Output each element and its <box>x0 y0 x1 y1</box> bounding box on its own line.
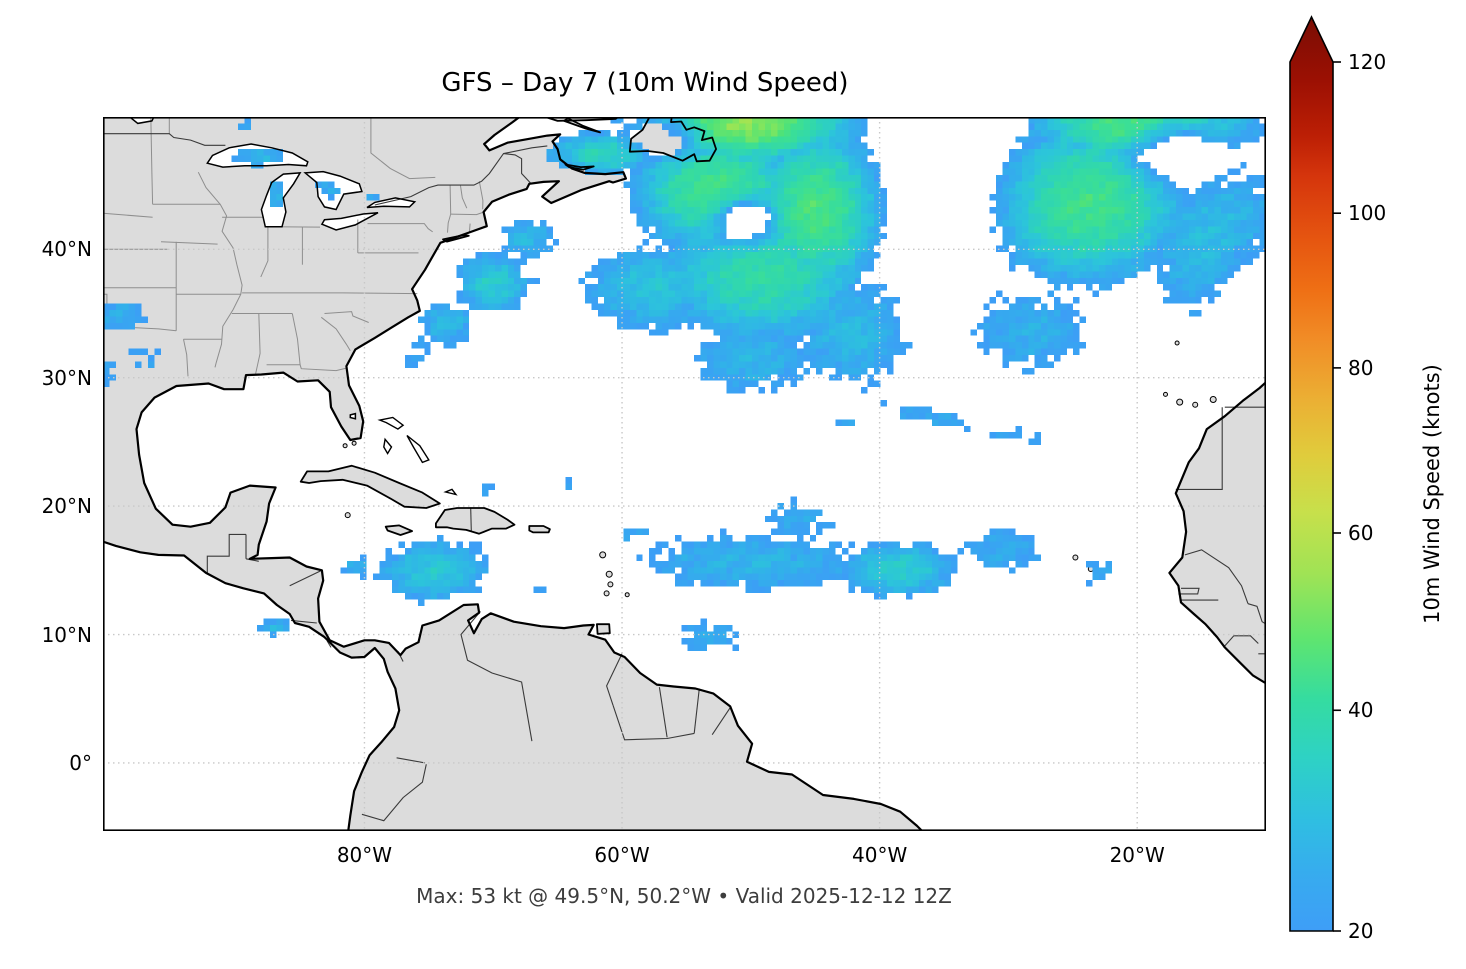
y-axis-tick: 40°N <box>41 237 92 262</box>
x-axis-tick: 40°W <box>851 843 908 867</box>
x-axis-tick: 20°W <box>1109 843 1165 867</box>
y-axis-tick: 10°N <box>41 622 92 647</box>
chart-title: GFS – Day 7 (10m Wind Speed) <box>441 68 849 98</box>
colorbar-tick: 20 <box>1348 919 1374 943</box>
caption-max-valid-text: Max: 53 kt @ 49.5°N, 50.2°W • Valid 2025… <box>416 884 952 908</box>
y-axis-tick: 20°N <box>41 494 92 519</box>
colorbar-tick: 80 <box>1348 355 1374 380</box>
x-axis-tick: 80°W <box>336 843 393 867</box>
colorbar-tick: 40 <box>1348 698 1374 723</box>
colorbar: 120 100 80 60 40 20 <box>1280 8 1466 960</box>
x-axis-tick: 60°W <box>594 843 650 867</box>
y-axis-tick: 0° <box>69 750 92 775</box>
map-plot-area <box>103 117 1266 831</box>
colorbar-tick: 60 <box>1348 520 1374 545</box>
wind-speed-heatmap <box>103 117 1266 831</box>
coastline-gridline-layer <box>103 117 1266 831</box>
colorbar-tick: 120 <box>1348 50 1387 74</box>
y-axis-tick: 30°N <box>41 365 92 390</box>
colorbar-tick: 100 <box>1348 201 1387 226</box>
colorbar-gradient-bar <box>1289 15 1341 932</box>
colorbar-axis-label: 10m Wind Speed (knots) <box>1420 364 1444 624</box>
